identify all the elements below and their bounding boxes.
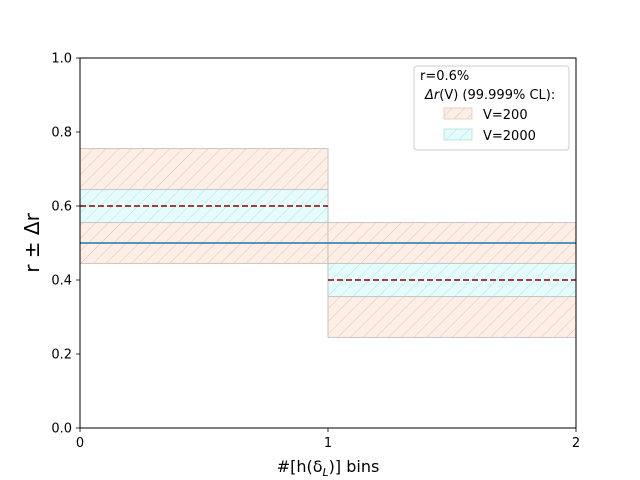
x-axis: 0 1 2 (76, 428, 580, 451)
y-axis: 0.0 0.2 0.4 0.6 0.8 1.0 (51, 52, 80, 437)
legend-title-line2: Δr(V) (99.999% CL): (424, 88, 555, 103)
legend-label-v2000: V=2000 (483, 129, 536, 144)
y-tick-label-2: 0.4 (51, 274, 72, 289)
y-tick-label-1: 0.2 (51, 348, 72, 363)
legend-swatch-v200-hatch (444, 108, 472, 119)
uncertainty-bands (79, 148, 577, 338)
x-tick-label-2: 2 (572, 436, 580, 451)
y-axis-label: r ± Δr (20, 212, 44, 272)
y-tick-label-3: 0.6 (51, 200, 72, 215)
legend-title-line1: r=0.6% (420, 69, 469, 84)
x-tick-label-1: 1 (324, 436, 332, 451)
legend-label-v200: V=200 (483, 108, 528, 123)
y-tick-label-4: 0.8 (51, 126, 72, 141)
series-lines (80, 205, 576, 281)
legend-swatch-v2000-hatch (444, 129, 472, 140)
y-tick-label-0: 0.0 (51, 422, 72, 437)
x-tick-label-0: 0 (76, 436, 84, 451)
y-tick-label-5: 1.0 (51, 52, 72, 67)
legend: r=0.6% Δr(V) (99.999% CL): V=200 V=2000 (413, 65, 570, 151)
x-axis-label: #[h(δL)] bins (277, 457, 380, 479)
